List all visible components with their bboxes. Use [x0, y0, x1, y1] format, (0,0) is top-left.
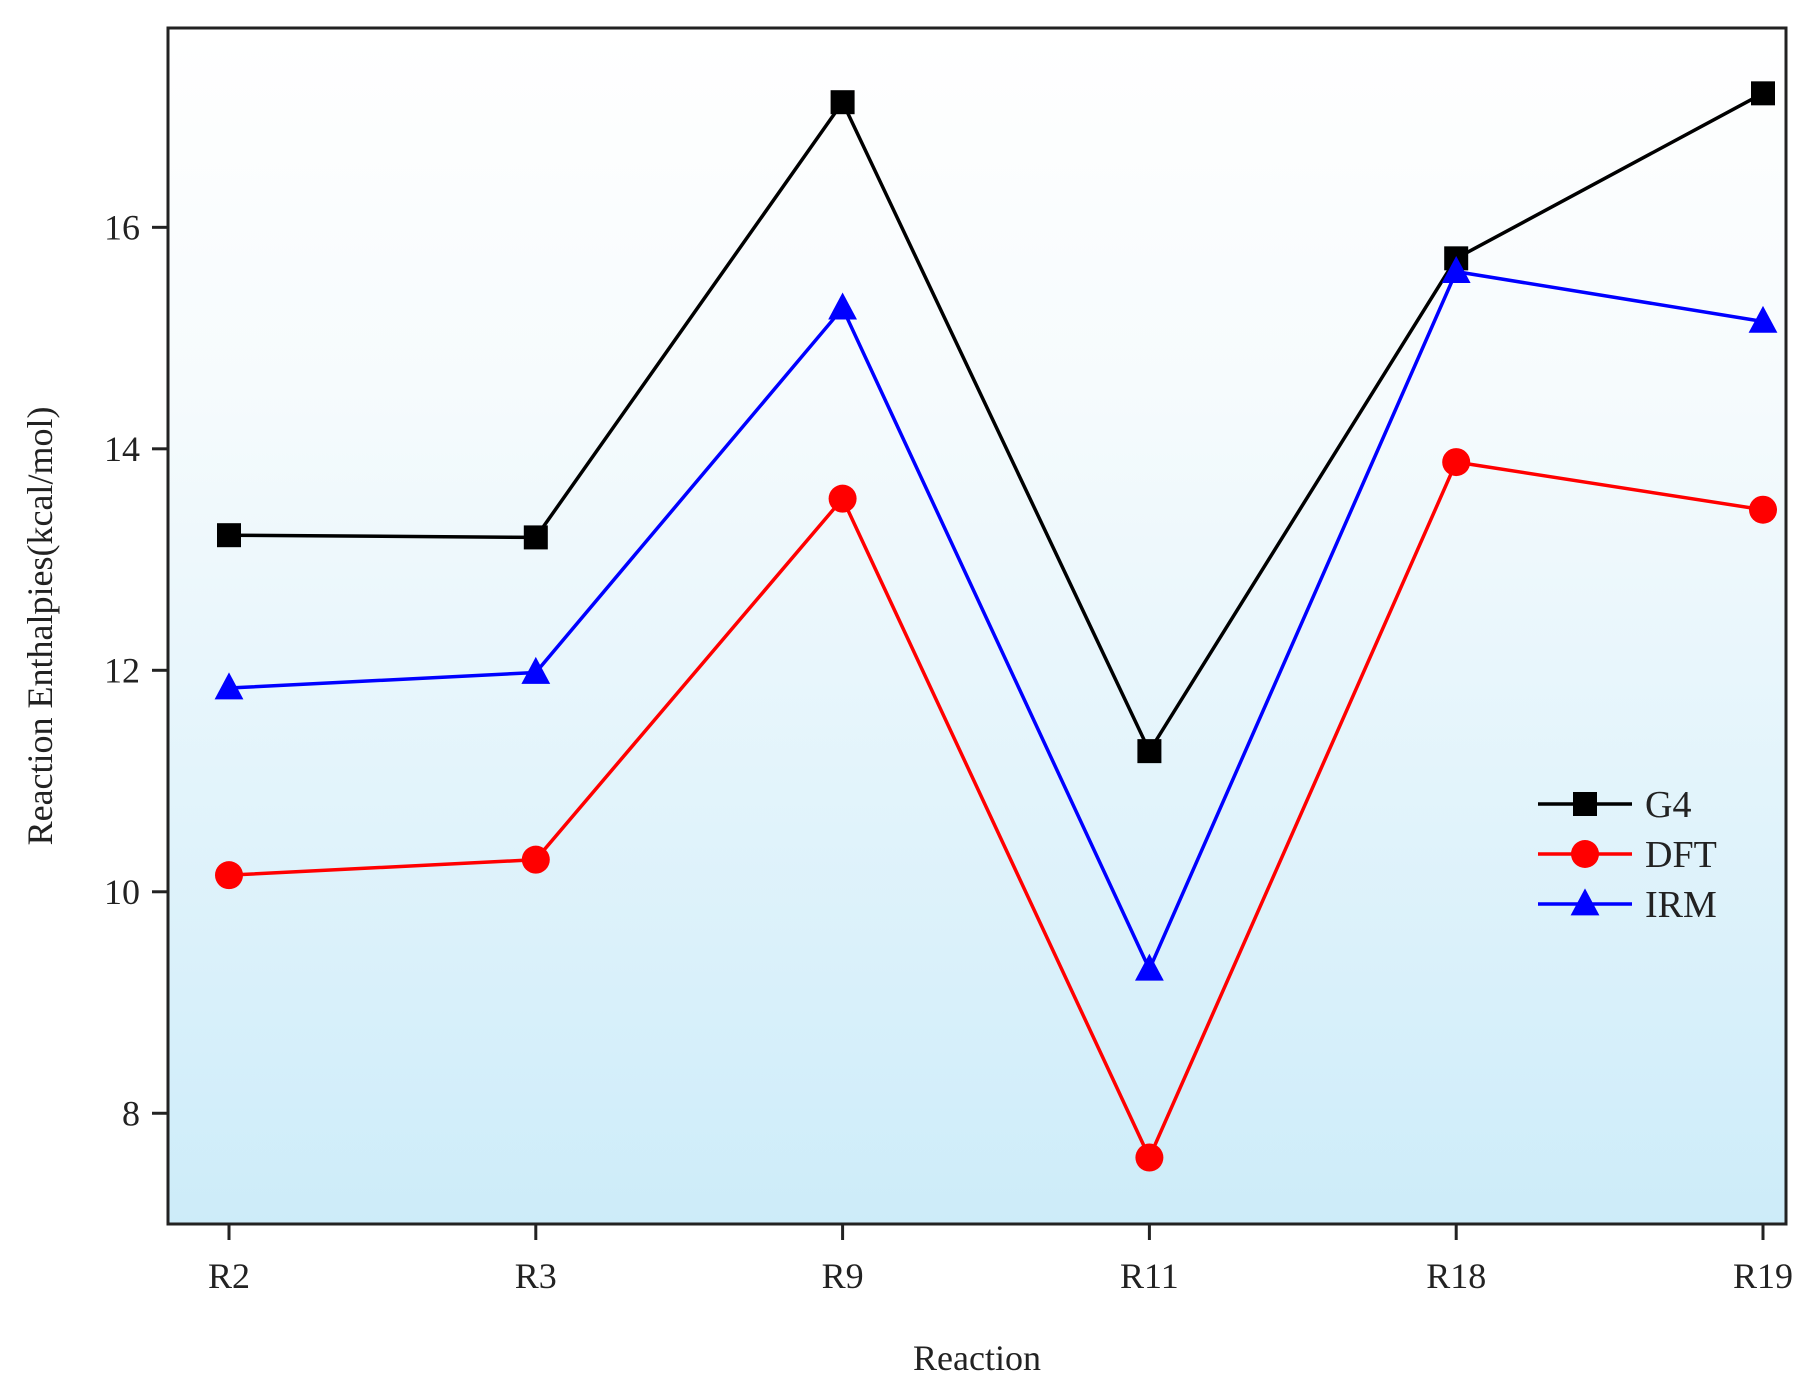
data-point-g4 — [1137, 739, 1162, 764]
data-point-irm — [1441, 256, 1471, 283]
data-point-irm — [828, 292, 857, 320]
series-line-g4 — [228, 91, 1764, 755]
data-point-irm — [521, 656, 551, 684]
y-tick-label: 12 — [104, 650, 140, 690]
y-tick-label: 8 — [122, 1093, 140, 1133]
x-axis-title: Reaction — [913, 1338, 1041, 1378]
x-tick-label: R11 — [1120, 1256, 1179, 1296]
series-line-dft — [228, 460, 1764, 1162]
legend-label-irm: IRM — [1645, 884, 1717, 926]
data-point-g4 — [830, 90, 855, 115]
x-tick-label: R19 — [1733, 1256, 1793, 1296]
data-point-g4 — [1751, 81, 1775, 106]
series-line-irm — [228, 269, 1764, 974]
x-tick-label: R3 — [515, 1256, 557, 1296]
legend-marker-g4 — [1573, 792, 1597, 816]
legend-label-g4: G4 — [1645, 784, 1691, 826]
data-point-irm — [214, 672, 244, 700]
y-tick-label: 16 — [104, 207, 140, 247]
x-tick-label: R18 — [1426, 1256, 1486, 1296]
data-point-dft — [1442, 448, 1471, 477]
y-tick-label: 10 — [104, 872, 140, 912]
data-point-g4 — [217, 523, 241, 548]
y-tick-label: 14 — [104, 429, 140, 469]
data-point-dft — [828, 484, 857, 513]
legend-marker-irm — [1570, 888, 1600, 916]
plot-background — [168, 28, 1786, 1224]
y-axis-title: Reaction Enthalpies(kcal/mol) — [20, 407, 60, 846]
legend-marker-dft — [1571, 840, 1599, 868]
x-tick-label: R2 — [208, 1256, 250, 1296]
data-point-irm — [1135, 953, 1164, 981]
plot-frame — [166, 26, 1788, 1226]
data-point-irm — [1748, 305, 1778, 333]
x-tick-label: R9 — [822, 1256, 864, 1296]
data-point-g4 — [523, 525, 548, 550]
data-point-dft — [521, 845, 550, 874]
legend-label-dft: DFT — [1645, 834, 1717, 876]
data-point-dft — [215, 861, 243, 890]
data-point-dft — [1135, 1143, 1164, 1172]
data-point-dft — [1749, 495, 1777, 524]
